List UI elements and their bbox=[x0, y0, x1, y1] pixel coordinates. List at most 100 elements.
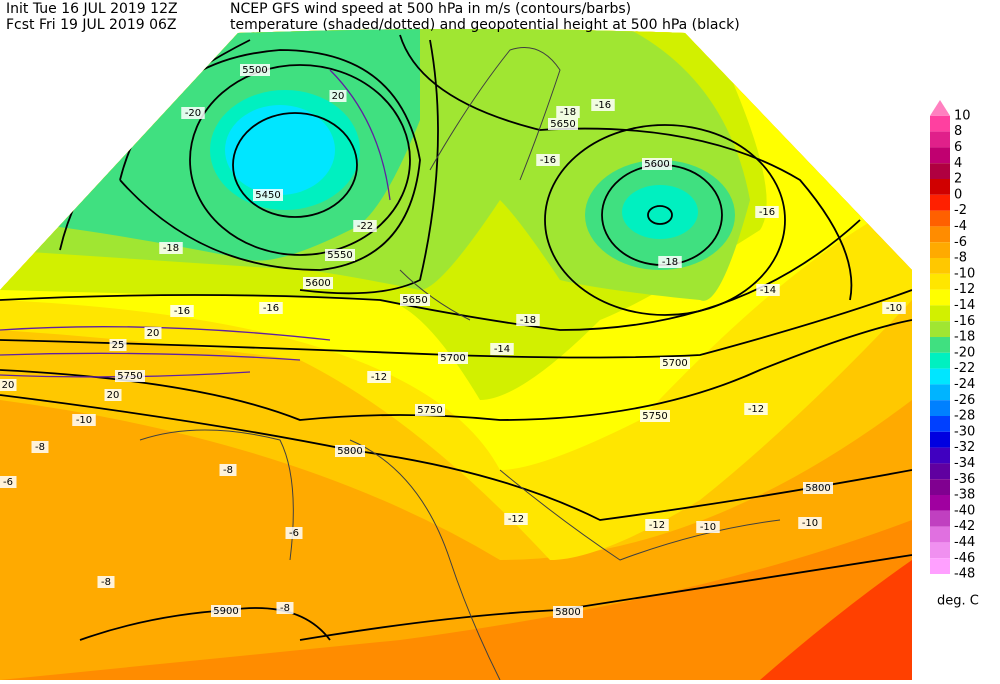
coastlines bbox=[139, 47, 781, 680]
colorbar-label: 6 bbox=[954, 140, 962, 155]
colorbar-label: -44 bbox=[954, 535, 975, 550]
label-box bbox=[115, 370, 145, 382]
contour-label: 5650 bbox=[550, 119, 575, 130]
colorbar-swatch bbox=[930, 558, 950, 574]
colorbar-swatch bbox=[930, 163, 950, 179]
contour-label: 20 bbox=[332, 91, 345, 102]
colorbar-label: -18 bbox=[954, 330, 975, 345]
shade bbox=[225, 105, 335, 195]
contour-label: -8 bbox=[35, 442, 45, 453]
label-box bbox=[367, 371, 391, 383]
contour-label: -18 bbox=[163, 243, 179, 254]
title: NCEP GFS wind speed at 500 hPa in m/s (c… bbox=[230, 1, 631, 17]
forecast-time: Fcst Fri 19 JUL 2019 06Z bbox=[6, 17, 177, 33]
label-box bbox=[335, 445, 365, 457]
colorbar-swatch bbox=[930, 337, 950, 353]
contour-label: 5800 bbox=[337, 446, 362, 457]
contour-label: -16 bbox=[595, 100, 611, 111]
contour-label: 25 bbox=[112, 340, 125, 351]
colorbar-swatch bbox=[930, 226, 950, 243]
contour-label: -12 bbox=[748, 404, 764, 415]
contour-label: -16 bbox=[174, 306, 190, 317]
contour bbox=[0, 219, 861, 331]
subtitle: temperature (shaded/dotted) and geopoten… bbox=[230, 17, 740, 33]
colorbar-swatch bbox=[930, 258, 950, 274]
colorbar-swatch bbox=[930, 384, 950, 401]
colorbar-swatch bbox=[930, 352, 950, 369]
label-box bbox=[798, 517, 822, 529]
label-box bbox=[516, 314, 540, 326]
contour-label: 5700 bbox=[440, 353, 465, 364]
colorbar-label: -42 bbox=[954, 519, 975, 534]
label-box bbox=[415, 404, 445, 416]
colorbar-swatch bbox=[930, 210, 950, 227]
colorbar-swatch bbox=[930, 321, 950, 337]
contour bbox=[399, 34, 853, 301]
contour-label: 5500 bbox=[242, 65, 267, 76]
label-box bbox=[490, 343, 514, 355]
colorbar-swatch bbox=[930, 447, 950, 464]
colorbar-swatch bbox=[930, 179, 950, 195]
label-box bbox=[181, 107, 205, 119]
contour bbox=[232, 112, 358, 218]
contour-label: 5550 bbox=[327, 250, 352, 261]
colorbar-label: -20 bbox=[954, 345, 975, 360]
colorbar-label: -6 bbox=[954, 235, 967, 250]
colorbar-swatch bbox=[930, 305, 950, 322]
contour-label: 5600 bbox=[644, 159, 669, 170]
label-box bbox=[640, 410, 670, 422]
contour-label: 5450 bbox=[255, 190, 280, 201]
colorbar-swatch bbox=[930, 368, 950, 385]
map-labels: 5500 5450 5550 5600 5650 5700 5750 5750 5800 5800… bbox=[0, 64, 906, 618]
colorbar-label: -4 bbox=[954, 219, 967, 234]
colorbar-unit: deg. C bbox=[937, 594, 979, 609]
shade bbox=[760, 560, 912, 680]
label-box bbox=[259, 302, 283, 314]
contour-label: 5600 bbox=[305, 278, 330, 289]
label-box bbox=[642, 158, 672, 170]
label-box bbox=[660, 357, 690, 369]
colorbar-swatch bbox=[930, 242, 950, 258]
label-box bbox=[882, 302, 906, 314]
label-box bbox=[276, 602, 294, 614]
label-box bbox=[548, 118, 578, 130]
label-box bbox=[240, 64, 270, 76]
colorbar-swatch bbox=[930, 115, 950, 132]
colorbar-swatch bbox=[930, 479, 950, 495]
label-box bbox=[553, 606, 583, 618]
contour bbox=[647, 205, 673, 225]
contour-label: -6 bbox=[3, 477, 13, 488]
colorbar-label: -46 bbox=[954, 551, 975, 566]
contour-label: -10 bbox=[700, 522, 716, 533]
colorbar-swatch bbox=[930, 526, 950, 543]
contour-label: 5900 bbox=[213, 606, 238, 617]
colorbar-label: -32 bbox=[954, 440, 975, 455]
contour-label: -18 bbox=[520, 315, 536, 326]
coastline bbox=[139, 47, 781, 680]
map-area bbox=[0, 29, 912, 680]
colorbar: 1086420-2-4-6-8-10-12-14-16-18-20-22-24-… bbox=[930, 100, 975, 582]
colorbar-cap bbox=[930, 100, 950, 116]
label-box bbox=[159, 242, 183, 254]
colorbar-label: -24 bbox=[954, 377, 975, 392]
colorbar-label: -2 bbox=[954, 203, 967, 218]
label-box bbox=[0, 379, 17, 391]
label-box bbox=[211, 605, 241, 617]
contour-label: 5750 bbox=[642, 411, 667, 422]
contour-label: -14 bbox=[760, 285, 776, 296]
colorbar-label: -36 bbox=[954, 472, 975, 487]
colorbar-label: -48 bbox=[954, 567, 975, 582]
contour-label: -16 bbox=[759, 207, 775, 218]
contour-label: -12 bbox=[371, 372, 387, 383]
label-box bbox=[72, 414, 96, 426]
init-time: Init Tue 16 JUL 2019 12Z bbox=[6, 1, 178, 17]
label-box bbox=[219, 464, 237, 476]
label-box bbox=[803, 482, 833, 494]
contour-label: -12 bbox=[649, 520, 665, 531]
colorbar-label: -16 bbox=[954, 314, 975, 329]
label-box bbox=[645, 519, 669, 531]
label-box bbox=[104, 389, 122, 401]
contour-label: 5750 bbox=[417, 405, 442, 416]
label-box bbox=[504, 513, 528, 525]
